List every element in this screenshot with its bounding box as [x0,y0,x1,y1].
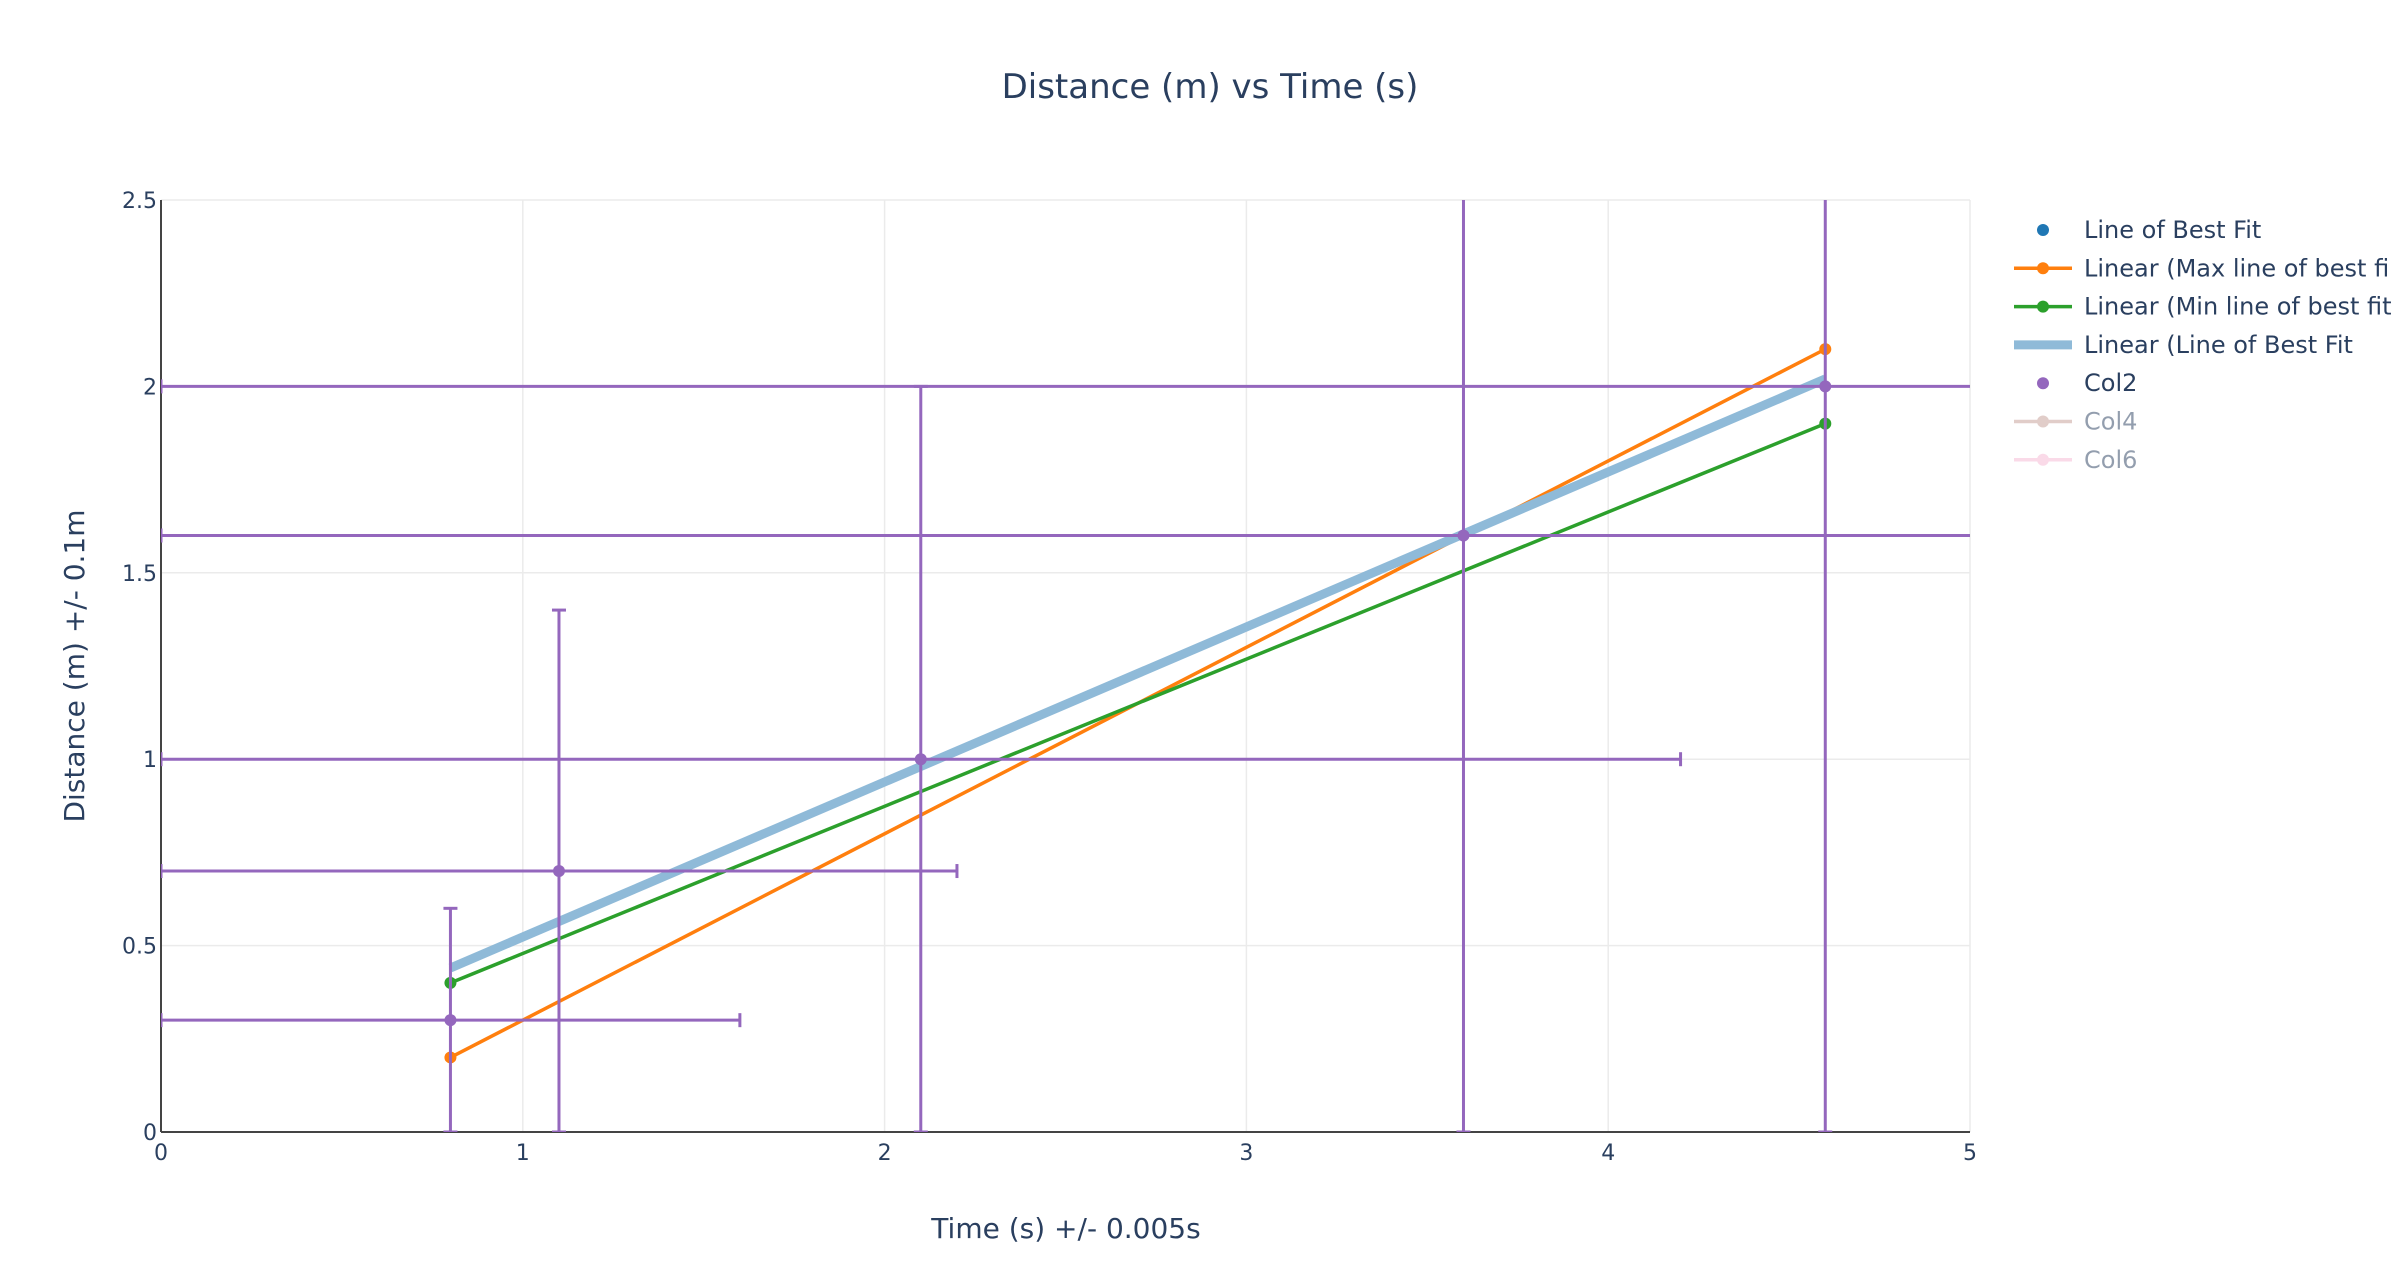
legend-label: Col4 [2084,408,2137,436]
x-tick-label: 5 [1963,1141,1977,1166]
legend-label: Col6 [2084,446,2137,474]
x-axis-title: Time (s) +/- 0.005s [930,1212,1200,1245]
data-point[interactable] [444,1014,457,1027]
series-2 [444,417,1832,989]
y-tick-label: 2.5 [122,189,157,214]
chart-title: Distance (m) vs Time (s) [1002,67,1419,107]
x-tick-label: 3 [1239,1141,1253,1166]
legend-marker [2037,224,2049,236]
legend-item[interactable]: Line of Best Fit [2037,216,2261,244]
legend-label: Linear (Line of Best Fit [2084,331,2353,359]
legend-item[interactable]: Col2 [2037,369,2137,397]
legend[interactable]: Line of Best Fit Linear (Max line of best… [2014,216,2392,474]
series-3 [448,374,1828,973]
y-tick-label: 0 [143,1121,157,1146]
legend-marker [2037,415,2049,428]
legend-item[interactable]: Col6 [2014,446,2137,474]
legend-label: Col2 [2084,369,2137,397]
x-tick-label: 2 [878,1141,892,1166]
x-tick-label: 4 [1601,1141,1615,1166]
y-tick-label: 1 [143,748,157,773]
series-line [448,374,1828,973]
grid-lines [161,199,1971,1132]
y-tick-label: 1.5 [122,562,157,587]
legend-marker [2037,377,2049,390]
data-point[interactable] [552,865,565,878]
axes [160,200,1970,1133]
y-tick-label: 2 [143,375,157,400]
series-line [449,422,1826,985]
legend-marker [2037,300,2049,313]
plot-area [161,200,1970,1132]
legend-label: Line of Best Fit [2084,216,2261,244]
tick-labels: 0 1 2 3 4 5 0 0.5 1 1.5 2 2.5 [122,189,1977,1166]
data-point[interactable] [1457,529,1470,542]
data-point[interactable] [1819,380,1832,393]
data-point[interactable] [914,753,927,766]
legend-item[interactable]: Linear (Min line of best fit [2014,293,2392,321]
legend-item[interactable]: Linear (Line of Best Fit [2014,331,2353,359]
legend-label: Linear (Max line of best fi [2084,254,2389,282]
legend-item[interactable]: Linear (Max line of best fi [2014,254,2389,282]
y-axis-title: Distance (m) +/- 0.1m [58,509,91,822]
legend-marker [2037,262,2049,275]
x-tick-label: 0 [154,1141,168,1166]
y-tick-label: 0.5 [122,935,157,960]
legend-label: Linear (Min line of best fit [2084,293,2392,321]
legend-marker [2037,453,2049,466]
series-4 [161,200,1970,1132]
x-tick-label: 1 [516,1141,530,1166]
legend-item[interactable]: Col4 [2014,408,2137,436]
